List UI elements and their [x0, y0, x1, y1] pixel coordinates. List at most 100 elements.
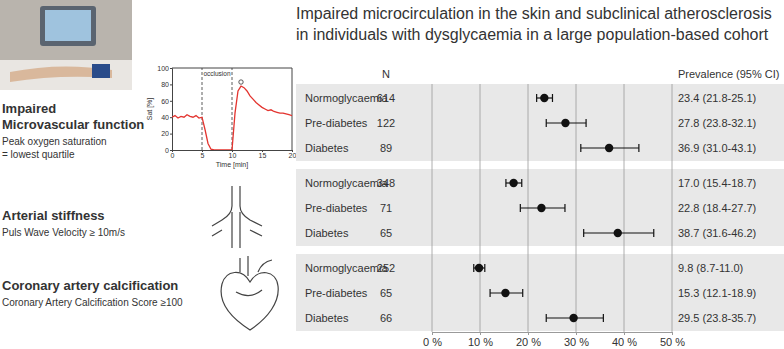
- grid-line: [480, 84, 481, 332]
- frame-line: [292, 68, 293, 150]
- title-line: Impaired microcirculation in the skin an…: [296, 5, 772, 22]
- group-label: ImpairedMicrovascular function Peak oxyge…: [2, 101, 144, 160]
- value-label: 36.9 (31.0-43.1): [678, 142, 756, 154]
- tick-label: 0 %: [423, 336, 442, 348]
- icon-path: [236, 256, 272, 296]
- group-band: [296, 254, 784, 331]
- occlusion-line: [202, 68, 203, 150]
- group-subtitle: Peak oxygen saturation: [2, 136, 107, 147]
- error-bar: [474, 264, 485, 272]
- x-axis: 05101520: [171, 150, 297, 159]
- tick-mark: [170, 101, 172, 102]
- error-bar-cap: [653, 229, 654, 237]
- tick-label: 10 %: [468, 336, 493, 348]
- axis-line: [170, 69, 173, 151]
- plot-area: [474, 94, 654, 322]
- error-bar-cap: [564, 204, 565, 212]
- grid-line: [672, 84, 673, 332]
- error-bar-cap: [505, 179, 506, 187]
- tick-label: 0: [171, 152, 175, 159]
- grid-line: [432, 84, 433, 332]
- tick-label: 40: [161, 114, 169, 121]
- tick-label: 30 %: [564, 336, 589, 348]
- title-line: in individuals with dysglycaemia in a la…: [296, 26, 769, 43]
- group-title: Arterial stiffness: [2, 208, 105, 223]
- point: [614, 229, 622, 237]
- grid-line: [624, 84, 625, 332]
- tick: 50 %: [660, 332, 685, 348]
- plot-area: [172, 68, 292, 150]
- tick: 80: [161, 81, 172, 88]
- error-bar-cap: [638, 144, 639, 152]
- tick: 100: [157, 65, 172, 72]
- group-title: Microvascular function: [2, 117, 144, 132]
- tick-label: 20 %: [516, 336, 541, 348]
- error-bar-cap: [521, 179, 522, 187]
- n-label: 71: [380, 202, 392, 214]
- n-label: 65: [380, 227, 392, 239]
- error-bar: [506, 179, 522, 187]
- value-label: 29.5 (23.8-35.7): [678, 312, 756, 324]
- error-bar: [584, 229, 654, 237]
- tick: 10 %: [468, 332, 493, 348]
- tick-mark: [170, 150, 172, 151]
- category-label: Diabetes: [305, 227, 349, 239]
- tick-label: 5: [201, 152, 205, 159]
- photo-cuff: [92, 64, 110, 78]
- n-label: 614: [377, 92, 395, 104]
- tick-mark: [170, 84, 172, 85]
- y-axis: 020406080100: [157, 65, 172, 154]
- point: [537, 204, 545, 212]
- group-label: Arterial stiffnessPuls Wave Velocity ≥ 1…: [2, 208, 125, 238]
- error-bar-cap: [484, 264, 485, 272]
- n-label: 252: [377, 262, 395, 274]
- x-axis: 0 %10 %20 %30 %40 %50 %: [423, 332, 685, 348]
- heart-icon: [221, 256, 278, 330]
- point: [605, 144, 613, 152]
- tick-label: 60: [161, 98, 169, 105]
- group-label: Coronary artery calcificationCoronary Ar…: [2, 278, 183, 308]
- value-label: 27.8 (23.8-32.1): [678, 117, 756, 129]
- tick: 20 %: [516, 332, 541, 348]
- icon-path: [221, 272, 278, 330]
- tick-mark: [170, 134, 172, 135]
- column-header: N: [382, 68, 390, 80]
- tick-label: 20: [161, 130, 169, 137]
- tick-label: 10: [229, 152, 237, 159]
- tick-mark: [528, 332, 529, 335]
- value-label: 9.8 (8.7-11.0): [678, 262, 743, 274]
- grid-line: [576, 84, 577, 332]
- error-bar-cap: [522, 289, 523, 297]
- group-title: Coronary artery calcification: [2, 278, 178, 293]
- column-header: Prevalence (95% CI): [678, 68, 780, 80]
- value-label: 38.7 (31.6-46.2): [678, 227, 756, 239]
- n-label: 66: [380, 312, 392, 324]
- point: [501, 289, 509, 297]
- category-label: Pre-diabetes: [305, 202, 368, 214]
- tick-mark: [624, 332, 625, 335]
- error-bar: [490, 289, 523, 297]
- group-title: Impaired: [2, 101, 56, 116]
- error-bar-cap: [580, 144, 581, 152]
- point: [540, 94, 548, 102]
- tick: 0 %: [423, 332, 442, 348]
- tick: 10: [229, 150, 237, 159]
- annotation: occlusion: [203, 70, 230, 77]
- n-label: 89: [380, 142, 392, 154]
- tick-label: 20: [289, 152, 297, 159]
- point: [509, 179, 517, 187]
- point: [475, 264, 483, 272]
- error-bar-cap: [489, 289, 490, 297]
- axis-title: Sat [%]: [146, 98, 154, 121]
- figure: 05101520020406080100Time [min]Sat [%]occ…: [0, 0, 784, 349]
- category-label: Diabetes: [305, 142, 349, 154]
- artery-icon: [212, 186, 262, 248]
- photo-background: [0, 0, 132, 90]
- point: [561, 119, 569, 127]
- category-label: Pre-diabetes: [305, 287, 368, 299]
- tick: 5: [201, 150, 205, 159]
- photo-table: [0, 60, 132, 90]
- tick-label: 50 %: [660, 336, 685, 348]
- tick: 40: [161, 114, 172, 121]
- tick-label: 100: [157, 65, 169, 72]
